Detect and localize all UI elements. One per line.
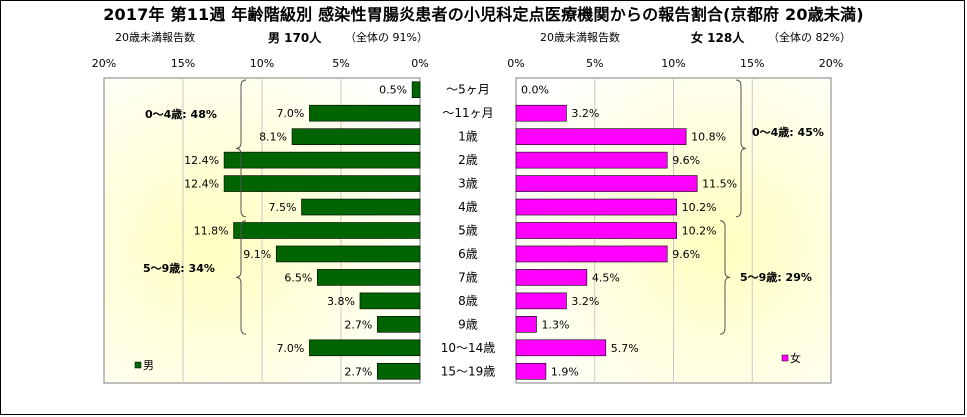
female-bar [515, 222, 677, 239]
female-data-label: 3.2% [571, 107, 599, 120]
male-bar [377, 362, 421, 380]
category-label: 8歳 [458, 294, 478, 308]
right-sex-count: 女 128人 [691, 31, 745, 45]
female-data-label: 10.2% [682, 201, 717, 214]
category-label: 10～14歳 [441, 341, 496, 355]
right-x-tick-label: 5% [586, 57, 603, 70]
category-label: 5歳 [458, 224, 478, 238]
male-0-4-bracket [235, 79, 247, 218]
female-bar [515, 198, 677, 216]
male-legend-swatch [134, 361, 142, 369]
female-bar [515, 339, 607, 357]
male-data-label: 12.4% [184, 178, 219, 191]
female-data-label: 1.3% [541, 318, 569, 331]
female-bar [515, 362, 547, 380]
male-data-label: 7.0% [276, 342, 304, 355]
category-label: 4歳 [458, 200, 478, 214]
category-label: 7歳 [458, 270, 478, 284]
left-x-tick-label: 15% [171, 57, 195, 70]
female-data-label: 5.7% [611, 342, 639, 355]
male-data-label: 6.5% [284, 271, 312, 284]
female-legend-label: 女 [790, 351, 801, 365]
female-0-4-bracket [735, 79, 747, 218]
category-label: 1歳 [458, 130, 478, 144]
category-label: ～11ヶ月 [442, 106, 493, 120]
male-data-label: 0.5% [379, 84, 407, 97]
female-bar [515, 175, 698, 192]
left-total: （全体の 91%） [345, 31, 428, 44]
male-5-9-annotation: 5～9歳: 34% [143, 261, 215, 275]
female-data-label: 10.2% [682, 225, 717, 238]
female-bar [515, 151, 668, 169]
category-label: 9歳 [458, 317, 478, 331]
female-bar [515, 128, 687, 145]
chart-title: 2017年 第11週 年齢階級別 感染性胃腸炎患者の小児科定点医療機関からの報告… [103, 5, 864, 24]
male-data-label: 7.5% [269, 201, 297, 214]
male-data-label: 7.0% [276, 107, 304, 120]
female-5-9-annotation: 5～9歳: 29% [740, 270, 812, 284]
male-bar [291, 128, 421, 145]
category-label: ～5ヶ月 [446, 83, 490, 97]
male-bar [377, 316, 421, 333]
male-bar [275, 245, 421, 263]
female-data-label: 10.8% [691, 131, 726, 144]
male-bar [301, 198, 421, 216]
female-0-4-annotation: 0～4歳: 45% [752, 125, 824, 139]
female-legend-swatch [781, 354, 789, 362]
male-bar [411, 81, 421, 99]
female-bar [515, 316, 537, 333]
male-bar [233, 222, 421, 239]
right-caption: 20歳未満報告数 [540, 31, 620, 44]
female-data-label: 9.6% [672, 154, 700, 167]
male-data-label: 2.7% [344, 318, 372, 331]
right-x-tick-label: 10% [661, 57, 685, 70]
male-data-label: 12.4% [184, 154, 219, 167]
category-label: 15～19歳 [441, 364, 496, 378]
female-bar [515, 245, 668, 263]
female-data-label: 0.0% [521, 84, 549, 97]
right-x-tick-label: 15% [740, 57, 764, 70]
right-x-tick-label: 20% [819, 57, 843, 70]
male-data-label: 9.1% [243, 248, 271, 261]
left-x-tick-label: 0% [411, 57, 428, 70]
right-total: （全体の 82%） [768, 31, 851, 44]
male-bar [223, 151, 421, 169]
female-data-label: 1.9% [551, 365, 579, 378]
female-bar [515, 269, 588, 286]
female-bar [515, 292, 567, 310]
male-legend-label: 男 [143, 359, 154, 372]
female-data-label: 4.5% [592, 271, 620, 284]
left-x-tick-label: 20% [92, 57, 116, 70]
female-5-9-bracket [719, 220, 731, 335]
female-data-label: 3.2% [571, 295, 599, 308]
left-x-tick-label: 10% [250, 57, 274, 70]
male-data-label: 11.8% [194, 225, 229, 238]
male-bar [309, 104, 421, 122]
left-caption: 20歳未満報告数 [115, 31, 195, 44]
category-label: 3歳 [458, 177, 478, 191]
category-label: 2歳 [458, 153, 478, 167]
male-bar [223, 175, 421, 192]
female-data-label: 9.6% [672, 248, 700, 261]
male-data-label: 8.1% [259, 131, 287, 144]
male-5-9-bracket [235, 220, 247, 335]
male-bar [316, 269, 421, 286]
male-bar [359, 292, 421, 310]
male-data-label: 3.8% [327, 295, 355, 308]
left-sex-count: 男 170人 [268, 31, 322, 45]
male-data-label: 2.7% [344, 365, 372, 378]
female-bar [515, 104, 567, 122]
category-label: 6歳 [458, 247, 478, 261]
female-data-label: 11.5% [702, 178, 737, 191]
male-bar [309, 339, 421, 357]
left-x-tick-label: 5% [332, 57, 349, 70]
right-x-tick-label: 0% [507, 57, 524, 70]
male-0-4-annotation: 0～4歳: 48% [145, 107, 217, 121]
